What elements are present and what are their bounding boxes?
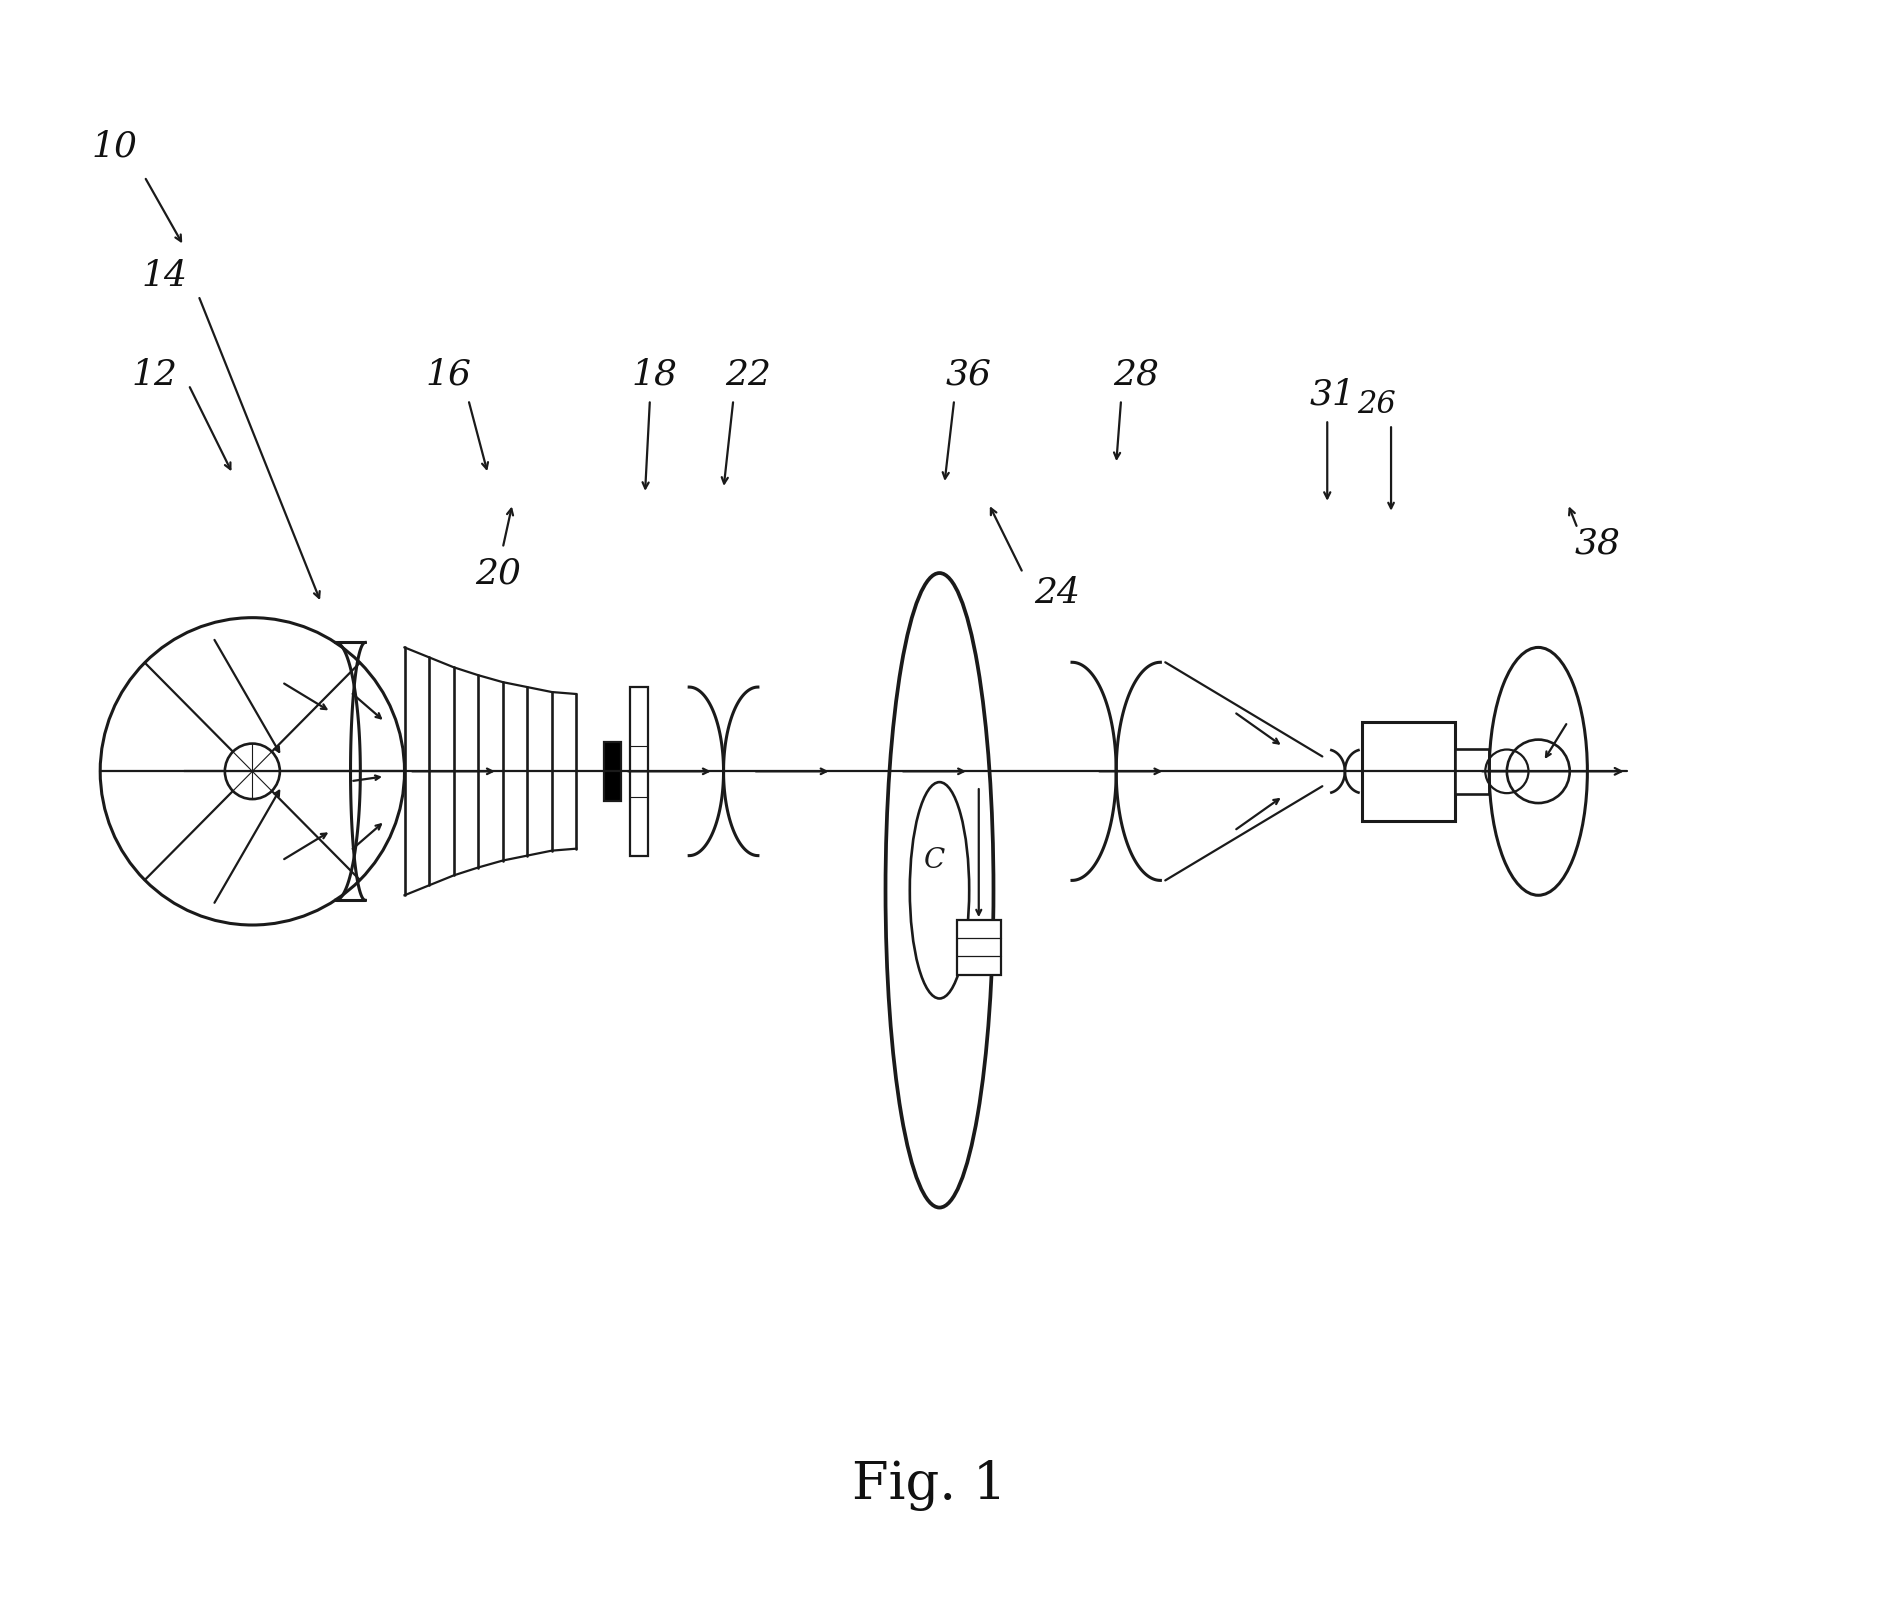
Text: 16: 16 xyxy=(427,358,472,392)
Text: 24: 24 xyxy=(1033,575,1080,609)
Text: 26: 26 xyxy=(1357,389,1396,420)
Bar xyxy=(956,921,1002,974)
Text: 14: 14 xyxy=(141,259,188,293)
Bar xyxy=(629,687,648,856)
Text: 20: 20 xyxy=(475,556,520,590)
Text: 38: 38 xyxy=(1575,527,1620,561)
Text: 22: 22 xyxy=(725,358,770,392)
Text: 31: 31 xyxy=(1310,378,1355,412)
Text: 28: 28 xyxy=(1112,358,1159,392)
Text: 18: 18 xyxy=(631,358,678,392)
Bar xyxy=(603,742,622,801)
Text: 10: 10 xyxy=(92,130,137,164)
Text: Fig. 1: Fig. 1 xyxy=(853,1459,1007,1511)
Bar xyxy=(1362,721,1454,820)
Text: 36: 36 xyxy=(945,358,992,392)
Bar xyxy=(1454,749,1490,794)
Text: 12: 12 xyxy=(132,358,177,392)
Text: C: C xyxy=(924,848,945,874)
